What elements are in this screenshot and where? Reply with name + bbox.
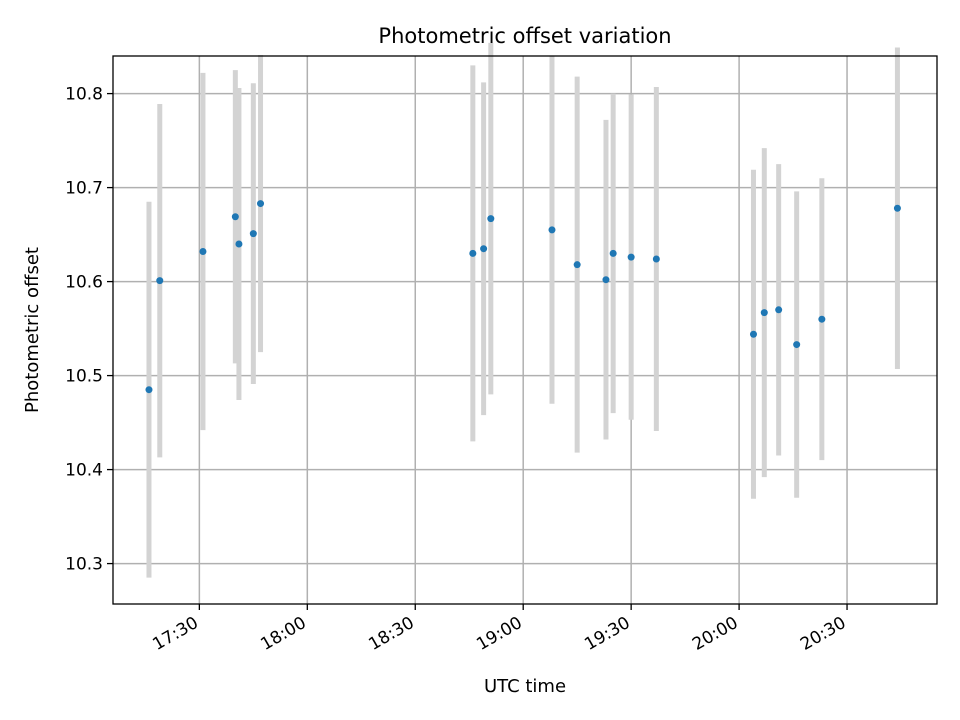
y-axis-label: Photometric offset xyxy=(22,247,43,413)
data-point xyxy=(602,276,610,284)
data-point xyxy=(480,245,488,253)
y-tick-label: 10.7 xyxy=(65,179,103,199)
y-tick-label: 10.5 xyxy=(65,367,103,387)
x-tick-label: 19:00 xyxy=(473,613,525,655)
data-point xyxy=(487,215,495,223)
plot-frame xyxy=(112,55,938,605)
x-tick-label: 18:30 xyxy=(365,613,417,655)
data-point xyxy=(627,253,635,261)
y-tick-label: 10.3 xyxy=(65,555,103,575)
x-axis-label: UTC time xyxy=(484,676,566,697)
point-layer xyxy=(145,200,901,394)
x-tick-label: 20:30 xyxy=(797,613,849,655)
x-tick-label: 17:30 xyxy=(149,613,201,655)
data-point xyxy=(793,341,801,349)
data-point xyxy=(231,213,239,221)
data-point xyxy=(893,204,901,212)
x-axis-ticks: 17:30 18:00 18:30 19:00 19:30 20:00 20:30 xyxy=(149,604,850,655)
y-tick-label: 10.6 xyxy=(65,273,103,293)
x-tick-label: 20:00 xyxy=(689,613,741,655)
data-point xyxy=(749,330,757,338)
data-point xyxy=(469,249,477,257)
data-point xyxy=(249,230,257,238)
chart-title: Photometric offset variation xyxy=(378,24,671,48)
data-point xyxy=(156,277,164,285)
x-tick-label: 18:00 xyxy=(257,613,309,655)
data-point xyxy=(775,306,783,314)
data-point xyxy=(609,249,617,257)
y-axis-ticks: 10.3 10.4 10.5 10.6 10.7 10.8 xyxy=(65,85,113,575)
x-tick-label: 19:30 xyxy=(581,613,633,655)
y-tick-label: 10.4 xyxy=(65,461,103,481)
y-tick-label: 10.8 xyxy=(65,85,103,105)
data-point xyxy=(548,226,556,234)
data-point xyxy=(199,248,207,256)
data-point xyxy=(818,315,826,323)
data-point xyxy=(573,261,581,269)
data-point xyxy=(652,255,660,263)
data-point xyxy=(760,309,768,317)
data-point xyxy=(257,200,265,208)
data-point xyxy=(235,240,243,248)
data-point xyxy=(145,386,153,394)
